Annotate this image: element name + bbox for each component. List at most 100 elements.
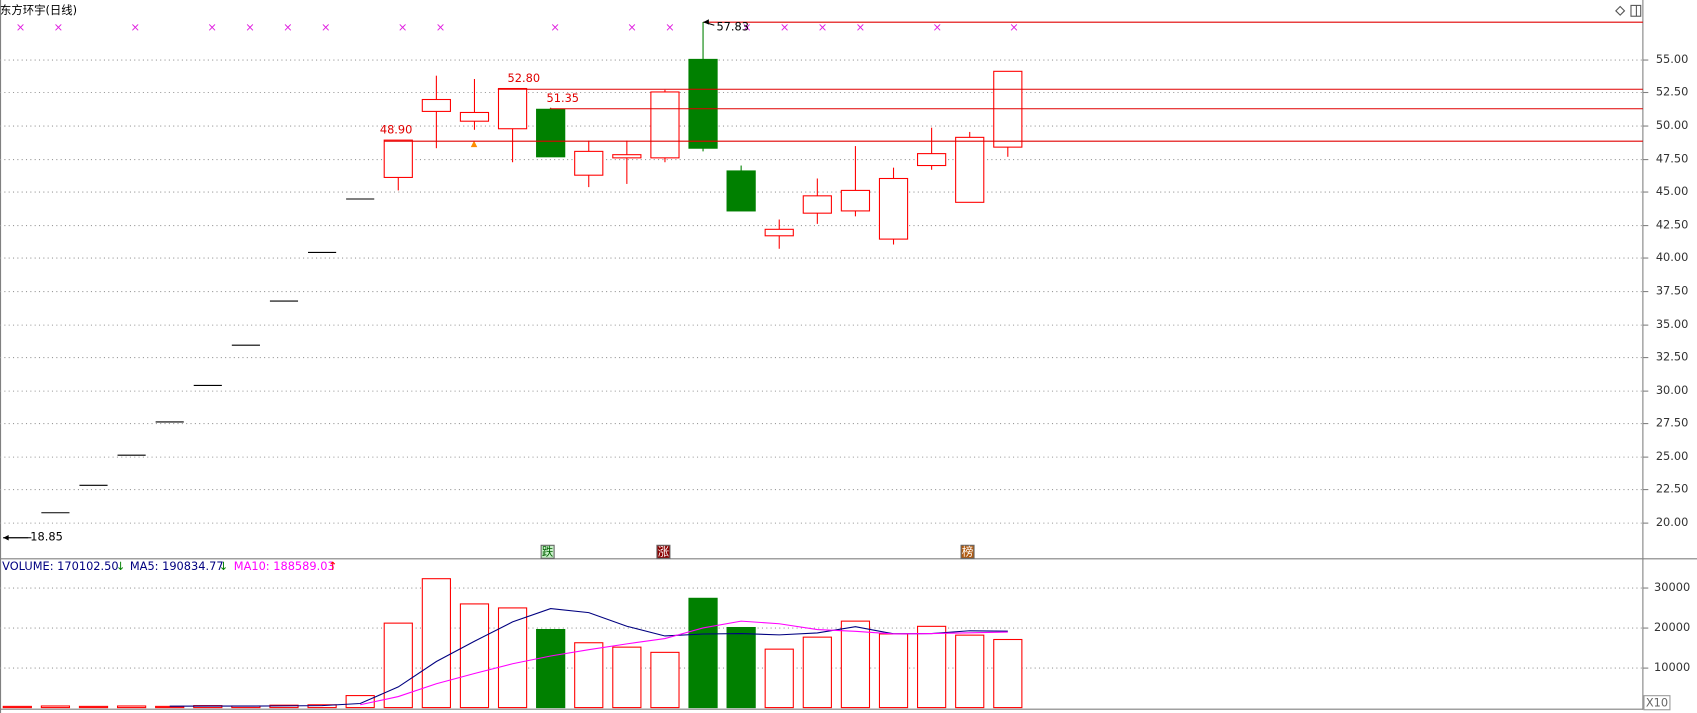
- flag-marker: ×: [131, 20, 141, 34]
- flag-marker: ×: [283, 20, 293, 34]
- flag-marker: ×: [665, 20, 675, 34]
- flag-marker: ×: [16, 20, 26, 34]
- legend-ma5-arrow: ↓: [219, 559, 229, 573]
- flag-marker: ×: [245, 20, 255, 34]
- y-tick-label: 27.50: [1656, 416, 1689, 430]
- annotation-label: 57.83: [716, 19, 749, 33]
- candle-body: [764, 228, 794, 237]
- y-tick-label: 42.50: [1656, 218, 1689, 232]
- annotation-label: 52.80: [508, 71, 541, 85]
- unit-box: [1643, 695, 1671, 711]
- volume-bar: [536, 628, 566, 709]
- legend-volume-arrow: ↓: [116, 559, 126, 573]
- y-tick-label: 35.00: [1656, 317, 1689, 331]
- candle-body: [917, 153, 947, 167]
- volume-bar: [764, 648, 794, 709]
- candle-body: [574, 150, 604, 176]
- flag-marker: ×: [818, 20, 828, 34]
- event-marker-box: [540, 544, 555, 559]
- volume-bar: [726, 626, 756, 709]
- flag-marker: ×: [932, 20, 942, 34]
- flag-marker: ×: [207, 20, 217, 34]
- event-marker: 跌: [542, 544, 553, 558]
- legend-ma5: MA5: 190834.77: [130, 559, 224, 573]
- event-marker-box: [960, 544, 975, 559]
- flag-marker: ×: [627, 20, 637, 34]
- candle-body: [878, 177, 909, 240]
- volume-bar: [993, 638, 1023, 709]
- flag-marker: ×: [398, 20, 408, 34]
- unit-label: X10: [1646, 695, 1668, 709]
- candle-body: [650, 91, 680, 159]
- y-tick-label: 22.50: [1656, 482, 1689, 496]
- volume-bar: [650, 651, 680, 709]
- annotation-label: 48.90: [380, 122, 413, 136]
- volume-bar: [116, 705, 147, 709]
- volume-bar: [459, 603, 490, 709]
- ma-line: [360, 620, 1008, 706]
- flag-marker: ×: [742, 20, 752, 34]
- ma-line: [169, 608, 1008, 707]
- y-tick-label: 10000: [1654, 660, 1690, 674]
- candle-body: [955, 136, 985, 203]
- flag-marker: ×: [54, 20, 64, 34]
- y-tick-label: 20.00: [1656, 515, 1689, 529]
- legend-ma10-arrow: ↑: [328, 559, 338, 573]
- volume-bar: [802, 636, 832, 709]
- legend-ma10: MA10: 188589.03: [234, 559, 335, 573]
- event-marker: 涨: [658, 544, 669, 558]
- volume-bar: [840, 620, 871, 709]
- y-tick-label: 20000: [1654, 620, 1690, 634]
- candle-body: [802, 195, 832, 214]
- annotation-label: 18.85: [30, 530, 63, 544]
- volume-bar: [2, 705, 32, 709]
- y-tick-label: 40.00: [1656, 250, 1689, 264]
- volume-bar: [155, 705, 185, 709]
- candle-body: [383, 139, 413, 178]
- volume-bar: [383, 622, 413, 709]
- flag-marker: ×: [856, 20, 866, 34]
- volume-legend: VOLUME: 170102.50 ↓ MA5: 190834.77 ↓ MA1…: [2, 559, 337, 573]
- y-tick-label: 25.00: [1656, 449, 1689, 463]
- volume-bar: [574, 642, 604, 709]
- volume-bar: [345, 695, 375, 709]
- volume-bar: [78, 705, 109, 709]
- annotation-arrow-head: [703, 19, 709, 25]
- candle-body: [497, 87, 528, 130]
- annotation-arrow-head: [3, 535, 9, 541]
- event-marker: 榜: [962, 544, 973, 558]
- candle-body: [612, 154, 642, 159]
- y-tick-label: 45.00: [1656, 184, 1689, 198]
- y-tick-label: 55.00: [1656, 52, 1689, 66]
- y-tick-label: 30.00: [1656, 383, 1689, 397]
- flag-marker: ×: [780, 20, 790, 34]
- y-tick-label: 50.00: [1656, 118, 1689, 132]
- chart-title: 东方环宇(日线): [0, 3, 77, 17]
- candle-body: [840, 189, 871, 212]
- candle-body: [688, 58, 718, 149]
- flag-marker: ×: [436, 20, 446, 34]
- legend-volume: VOLUME: 170102.50: [2, 559, 118, 573]
- y-tick-label: 30000: [1654, 580, 1690, 594]
- signal-marker: [470, 140, 478, 148]
- volume-bar: [878, 633, 909, 709]
- y-tick-label: 47.50: [1656, 152, 1689, 166]
- candle-body: [459, 111, 490, 122]
- y-tick-label: 52.50: [1656, 85, 1689, 99]
- flag-marker: ×: [321, 20, 331, 34]
- volume-bar: [421, 578, 451, 709]
- icon-diamond[interactable]: [1615, 5, 1626, 16]
- volume-bar: [497, 607, 528, 709]
- candle-body: [536, 108, 566, 158]
- flag-marker: ×: [1009, 20, 1019, 34]
- volume-bar: [40, 705, 71, 709]
- flag-marker: ×: [550, 20, 560, 34]
- candle-body: [421, 98, 451, 112]
- y-tick-label: 37.50: [1656, 284, 1689, 298]
- event-marker-box: [656, 544, 671, 559]
- y-tick-label: 32.50: [1656, 350, 1689, 364]
- candle-body: [726, 170, 756, 212]
- volume-bar: [955, 634, 985, 709]
